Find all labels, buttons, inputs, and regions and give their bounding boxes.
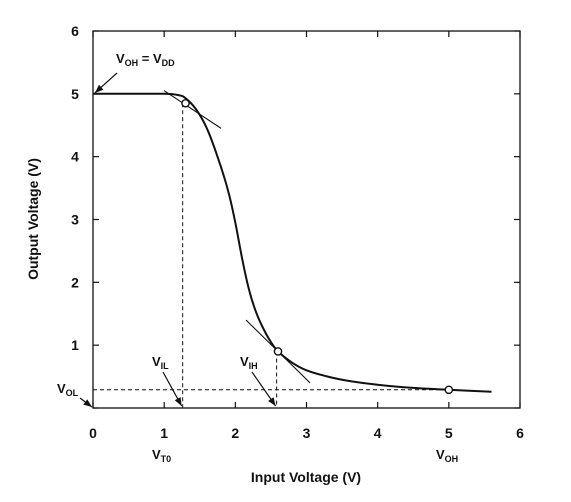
label-voh-vdd: VOH = VDD bbox=[116, 51, 175, 68]
key-point-marker bbox=[444, 385, 454, 395]
label-vih: VIH bbox=[240, 354, 258, 371]
key-point-marker bbox=[181, 98, 190, 108]
y-axis-title: Output Voltage (V) bbox=[25, 158, 41, 280]
y-tick-label: 6 bbox=[71, 23, 79, 39]
label-vt0: VT0 bbox=[152, 447, 171, 464]
y-tick-label: 3 bbox=[71, 212, 79, 228]
y-tick-label: 4 bbox=[71, 149, 79, 165]
x-tick-label: 3 bbox=[303, 425, 311, 441]
x-tick-label: 1 bbox=[160, 425, 168, 441]
vol-arrow-head bbox=[83, 399, 92, 407]
x-tick-label: 0 bbox=[89, 425, 97, 441]
y-tick-label: 5 bbox=[71, 86, 79, 102]
x-axis-title: Input Voltage (V) bbox=[251, 469, 361, 485]
transfer-curve bbox=[93, 92, 492, 393]
voh-vdd-arrow-head bbox=[95, 84, 104, 93]
guide-lines bbox=[93, 103, 449, 408]
label-voh-axis: VOH bbox=[436, 447, 458, 464]
key-point-marker bbox=[273, 347, 283, 356]
tick-marks bbox=[92, 30, 521, 409]
vih-arrow-head bbox=[268, 397, 276, 406]
tangent-line bbox=[163, 90, 222, 129]
x-tick-label: 4 bbox=[374, 425, 382, 441]
label-vol: VOL bbox=[57, 381, 79, 398]
x-tick-label: 5 bbox=[445, 425, 453, 441]
x-tick-label: 6 bbox=[516, 425, 524, 441]
tick-labels: 0 1 2 3 4 5 6 1 2 3 4 5 6 bbox=[71, 23, 524, 441]
y-tick-label: 2 bbox=[71, 274, 79, 290]
annotation-arrows bbox=[79, 72, 277, 408]
key-points bbox=[181, 98, 454, 395]
y-tick-label: 1 bbox=[71, 337, 79, 353]
label-vil: VIL bbox=[152, 354, 169, 371]
vil-arrow-head bbox=[174, 397, 182, 406]
x-tick-label: 2 bbox=[231, 425, 239, 441]
plot-frame bbox=[92, 30, 521, 409]
